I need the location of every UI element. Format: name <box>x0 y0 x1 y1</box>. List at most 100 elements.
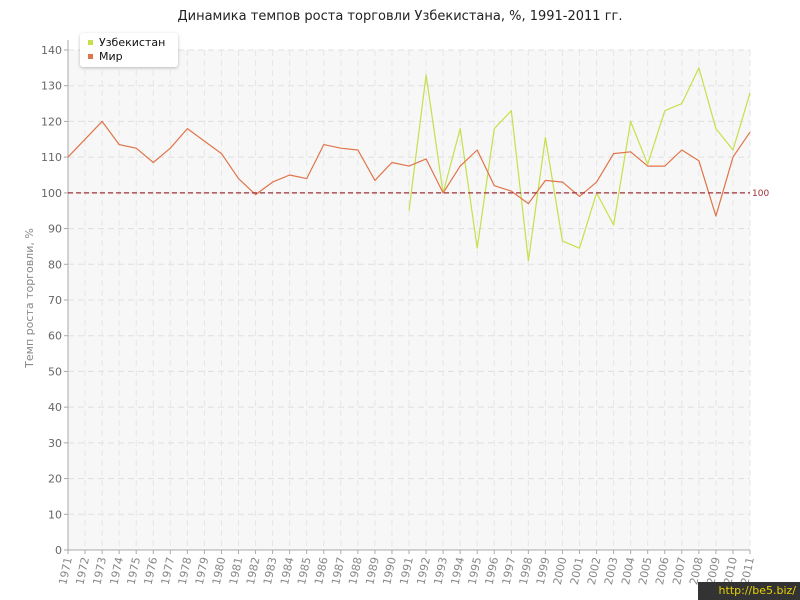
watermark-link[interactable]: http://be5.biz/ <box>698 582 800 600</box>
y-tick-label: 50 <box>48 365 62 378</box>
data-point[interactable] <box>270 180 275 185</box>
data-point[interactable] <box>628 119 633 124</box>
data-point[interactable] <box>594 180 599 185</box>
data-point[interactable] <box>338 146 343 151</box>
data-point[interactable] <box>560 180 565 185</box>
x-tick-label: 2009 <box>704 556 723 586</box>
data-point[interactable] <box>168 146 173 151</box>
x-tick-label: 1992 <box>414 556 433 586</box>
data-point[interactable] <box>424 73 429 78</box>
data-point[interactable] <box>492 126 497 131</box>
x-tick-label: 1996 <box>483 556 502 586</box>
data-point[interactable] <box>372 178 377 183</box>
data-point[interactable] <box>679 101 684 106</box>
data-point[interactable] <box>492 183 497 188</box>
chart-title: Динамика темпов роста торговли Узбекиста… <box>177 9 623 24</box>
data-point[interactable] <box>389 160 394 165</box>
data-point[interactable] <box>458 164 463 169</box>
data-point[interactable] <box>645 164 650 169</box>
data-point[interactable] <box>83 137 88 142</box>
x-tick-label: 1995 <box>466 556 485 586</box>
legend-swatch-icon <box>88 39 93 45</box>
reference-layer: 100 <box>68 189 769 199</box>
data-point[interactable] <box>577 194 582 199</box>
data-point[interactable] <box>696 158 701 163</box>
data-point[interactable] <box>628 149 633 154</box>
data-point[interactable] <box>202 139 207 144</box>
data-point[interactable] <box>287 173 292 178</box>
data-point[interactable] <box>475 148 480 153</box>
x-tick-label: 1993 <box>431 556 450 586</box>
x-tick-label: 1974 <box>108 556 127 586</box>
data-point[interactable] <box>748 90 753 95</box>
data-point[interactable] <box>151 160 156 165</box>
y-tick-label: 120 <box>41 115 62 128</box>
x-tick-label: 1981 <box>227 556 246 586</box>
data-point[interactable] <box>662 164 667 169</box>
data-point[interactable] <box>526 201 531 206</box>
data-point[interactable] <box>219 151 224 156</box>
legend-item-series-1[interactable]: Узбекистан <box>88 36 165 49</box>
x-tick-label: 1986 <box>312 556 331 586</box>
x-tick-label: 1976 <box>142 556 161 586</box>
data-point[interactable] <box>696 65 701 70</box>
data-point[interactable] <box>407 164 412 169</box>
series-line-1[interactable] <box>408 67 751 262</box>
data-point[interactable] <box>321 142 326 147</box>
legend-label: Мир <box>99 50 123 63</box>
x-tick-label: 1975 <box>125 556 144 586</box>
y-tick-label: 60 <box>48 330 62 343</box>
y-tick-label: 80 <box>48 258 62 271</box>
x-tick-label: 1999 <box>534 556 553 586</box>
legend-swatch-icon <box>88 53 93 59</box>
legend-item-series-2[interactable]: Мир <box>88 50 123 63</box>
data-point[interactable] <box>134 146 139 151</box>
data-point[interactable] <box>458 126 463 131</box>
y-tick-label: 20 <box>48 473 62 486</box>
data-point[interactable] <box>304 176 309 181</box>
y-tick-label: 90 <box>48 223 62 236</box>
data-point[interactable] <box>509 108 514 113</box>
x-tick-label: 2007 <box>670 556 689 586</box>
data-point[interactable] <box>407 208 412 213</box>
y-tick-label: 0 <box>55 544 62 557</box>
data-point[interactable] <box>424 156 429 161</box>
grid-layer <box>67 49 751 550</box>
data-point[interactable] <box>185 126 190 131</box>
x-tick-label: 2001 <box>568 556 587 586</box>
series-line-2[interactable] <box>67 120 751 217</box>
data-point[interactable] <box>475 246 480 251</box>
data-point[interactable] <box>66 155 71 160</box>
y-axis-title: Темп роста торговли, % <box>23 228 36 369</box>
data-point[interactable] <box>543 135 548 140</box>
x-tick-label: 1997 <box>500 556 519 586</box>
x-tick-label: 1971 <box>56 556 75 586</box>
x-tick-label: 1994 <box>449 556 468 586</box>
data-point[interactable] <box>611 151 616 156</box>
x-tick-label: 2006 <box>653 556 672 586</box>
data-point[interactable] <box>713 214 718 219</box>
data-point[interactable] <box>560 239 565 244</box>
series-layer <box>66 65 753 263</box>
data-point[interactable] <box>748 130 753 135</box>
x-tick-label: 1987 <box>329 556 348 586</box>
data-point[interactable] <box>679 148 684 153</box>
data-point[interactable] <box>100 119 105 124</box>
data-point[interactable] <box>577 246 582 251</box>
data-point[interactable] <box>730 148 735 153</box>
data-point[interactable] <box>355 148 360 153</box>
data-point[interactable] <box>730 155 735 160</box>
data-point[interactable] <box>543 178 548 183</box>
x-tick-label: 1983 <box>261 556 280 586</box>
x-tick-label: 1989 <box>363 556 382 586</box>
data-point[interactable] <box>713 126 718 131</box>
data-point[interactable] <box>611 223 616 228</box>
data-point[interactable] <box>526 258 531 263</box>
x-tick-label: 1990 <box>380 556 399 586</box>
legend[interactable]: Узбекистан Мир <box>80 33 178 67</box>
data-point[interactable] <box>117 142 122 147</box>
data-point[interactable] <box>236 176 241 181</box>
x-tick-label: 2008 <box>687 556 706 586</box>
data-point[interactable] <box>662 108 667 113</box>
